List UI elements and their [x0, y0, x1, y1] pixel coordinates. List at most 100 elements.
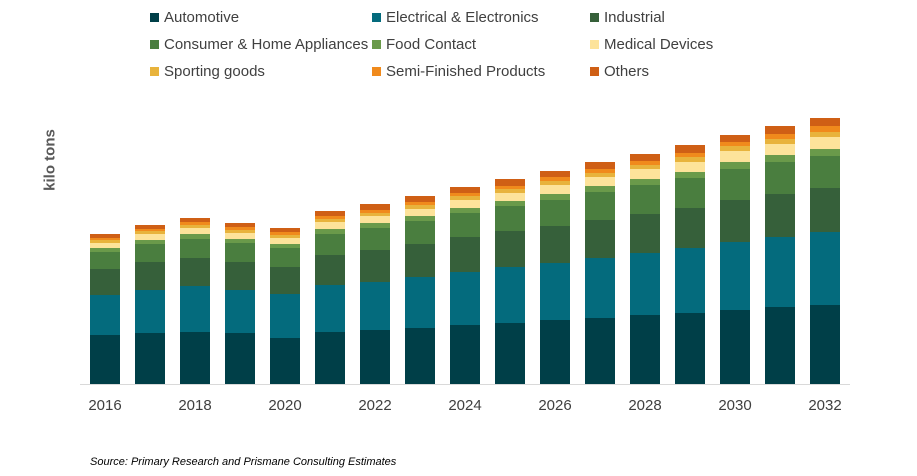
legend-label: Food Contact — [386, 36, 477, 53]
bar-segment — [540, 181, 570, 185]
bar-segment — [450, 325, 480, 384]
bar-segment — [585, 220, 615, 258]
bar-segment — [720, 135, 750, 142]
legend-swatch — [372, 13, 381, 22]
bar-segment — [630, 179, 660, 185]
bar-segment — [270, 294, 300, 338]
bar-segment — [810, 156, 840, 188]
bar-segment — [90, 240, 120, 243]
bar-segment — [180, 258, 210, 286]
bar-segment — [630, 253, 660, 315]
bar-segment — [630, 169, 660, 179]
bar-segment — [225, 227, 255, 230]
legend-item: Consumer & Home Appliances — [150, 36, 368, 53]
bar-segment — [405, 216, 435, 221]
legend-item: Semi-Finished Products — [372, 63, 545, 80]
bar-segment — [540, 185, 570, 194]
bar-segment — [360, 282, 390, 330]
bar-segment — [675, 153, 705, 157]
bar-segment — [360, 330, 390, 384]
bar-segment — [135, 240, 165, 244]
bar-segment — [405, 244, 435, 277]
bar-segment — [270, 232, 300, 235]
bar-segment — [675, 172, 705, 178]
legend-item: Automotive — [150, 9, 239, 26]
bar-segment — [765, 237, 795, 307]
bar-segment — [585, 169, 615, 173]
bar-segment — [630, 315, 660, 384]
bar-segment — [405, 209, 435, 216]
legend-swatch — [150, 40, 159, 49]
bar-segment — [90, 295, 120, 335]
bar-segment — [315, 222, 345, 229]
bar-segment — [810, 232, 840, 305]
bar-segment — [450, 196, 480, 200]
bar-segment — [765, 155, 795, 162]
bar-segment — [765, 134, 795, 139]
bar-segment — [540, 171, 570, 177]
bar-segment — [405, 277, 435, 328]
bar-segment — [315, 219, 345, 222]
x-tick-label: 2028 — [628, 397, 661, 414]
x-tick-label: 2032 — [808, 397, 841, 414]
legend-label: Sporting goods — [164, 63, 265, 80]
bar-segment — [810, 305, 840, 384]
bar-segment — [225, 290, 255, 333]
bar-segment — [90, 252, 120, 269]
bar-segment — [810, 126, 840, 132]
bar-segment — [765, 144, 795, 155]
bar-segment — [675, 162, 705, 172]
bar-segment — [405, 196, 435, 202]
bar-segment — [90, 335, 120, 384]
bar-segment — [180, 228, 210, 234]
bar-segment — [765, 307, 795, 384]
bar-segment — [450, 193, 480, 196]
bar-segment — [90, 243, 120, 248]
bar-segment — [225, 230, 255, 233]
bar-segment — [135, 333, 165, 384]
bar-segment — [630, 161, 660, 165]
bar-segment — [315, 211, 345, 216]
bar-segment — [585, 192, 615, 220]
bar-segment — [720, 169, 750, 200]
bar-segment — [720, 242, 750, 310]
bar-segment — [270, 267, 300, 294]
bar-segment — [315, 285, 345, 332]
bar-segment — [810, 149, 840, 156]
bar-segment — [270, 338, 300, 384]
bar-segment — [765, 162, 795, 194]
bar-segment — [90, 248, 120, 252]
bar-segment — [585, 186, 615, 192]
bar-segment — [405, 221, 435, 244]
legend-swatch — [590, 40, 599, 49]
bar-segment — [720, 310, 750, 384]
bar-segment — [495, 186, 525, 189]
bar-segment — [765, 139, 795, 144]
bar-segment — [135, 262, 165, 290]
bar-segment — [90, 269, 120, 295]
bar-segment — [675, 313, 705, 384]
bar-segment — [630, 165, 660, 169]
bar-segment — [585, 318, 615, 384]
bar-segment — [630, 154, 660, 161]
bar-segment — [540, 194, 570, 200]
legend-label: Others — [604, 63, 650, 80]
bar-segment — [270, 235, 300, 238]
bar-segment — [495, 231, 525, 267]
x-tick-label: 2030 — [718, 397, 751, 414]
legend-item: Food Contact — [372, 36, 476, 53]
legend-label: Consumer & Home Appliances — [164, 36, 369, 53]
x-tick-label: 2016 — [88, 397, 121, 414]
bar-segment — [540, 320, 570, 384]
bar-segment — [720, 146, 750, 151]
bar-segment — [450, 213, 480, 237]
bar-segment — [360, 210, 390, 213]
legend-swatch — [590, 13, 599, 22]
bar-segment — [540, 263, 570, 320]
bar-segment — [675, 157, 705, 162]
bar-segment — [180, 286, 210, 332]
bar-segment — [810, 132, 840, 137]
bar-segment — [810, 188, 840, 232]
x-tick-label: 2018 — [178, 397, 211, 414]
